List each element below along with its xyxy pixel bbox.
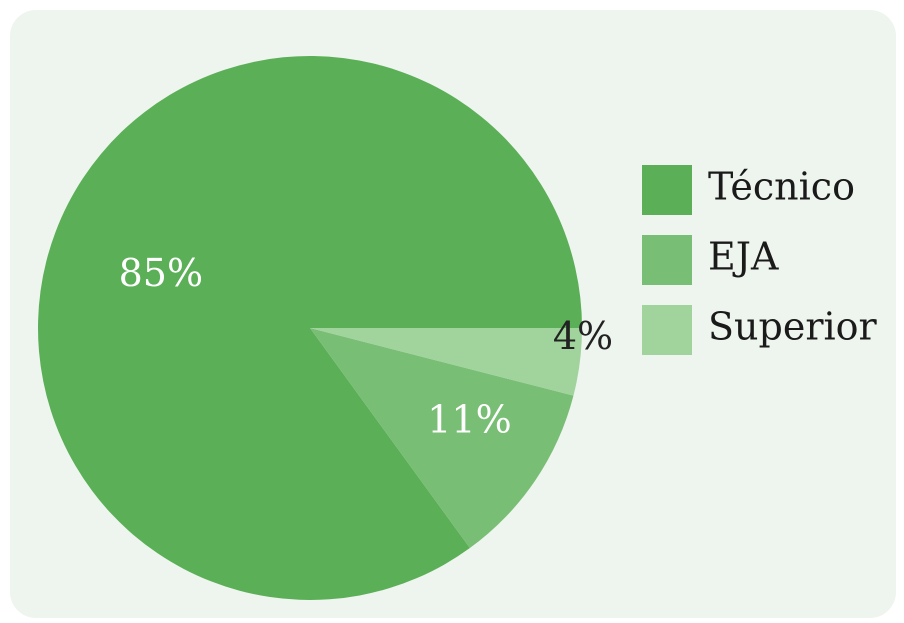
legend-label-eja: EJA (708, 235, 779, 279)
slice-label-tecnico: 85% (119, 251, 203, 295)
legend: Técnico EJA Superior (642, 165, 878, 355)
pie-slices (37, 56, 582, 601)
pie-slice-eja (310, 328, 574, 549)
slice-label-superior: 4% (553, 314, 613, 358)
legend-label-superior: Superior (708, 305, 878, 349)
legend-swatch-superior (642, 305, 692, 355)
pie-slice-tecnico (37, 56, 582, 601)
legend-label-tecnico: Técnico (708, 165, 855, 209)
slice-label-eja: 11% (427, 397, 511, 441)
pie-slice-labels: 85% 11% 4% (119, 251, 614, 441)
pie-slice-superior (310, 328, 582, 396)
legend-swatch-tecnico (642, 165, 692, 215)
legend-swatch-eja (642, 235, 692, 285)
